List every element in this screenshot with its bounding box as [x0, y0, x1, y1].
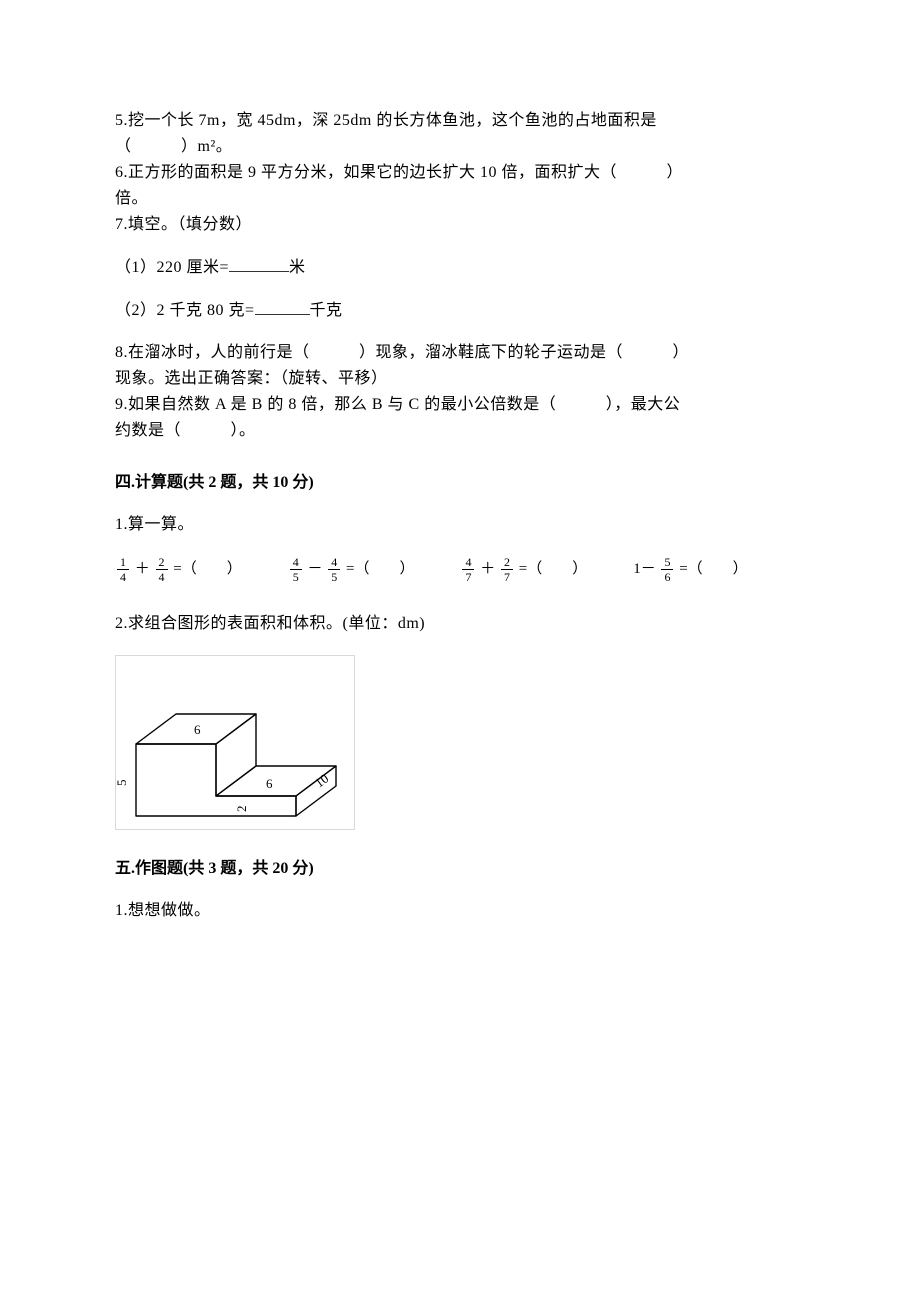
fraction: 45	[328, 556, 340, 583]
frac-den: 5	[290, 570, 302, 583]
q7-title: 7.填空。（填分数）	[115, 212, 805, 238]
calc-row: 14 ＋ 24 =（ ） 45 － 45 =（ ） 47 ＋ 27 =（ ） 1…	[115, 556, 805, 583]
frac-num: 4	[328, 556, 340, 570]
op: －	[307, 561, 322, 577]
frac-num: 2	[501, 556, 513, 570]
q9-line2: 约数是（ ）。	[115, 418, 805, 444]
q5-line1: 5.挖一个长 7m，宽 45dm，深 25dm 的长方体鱼池，这个鱼池的占地面积…	[115, 108, 805, 134]
frac-num: 1	[117, 556, 129, 570]
blank-input[interactable]	[229, 254, 289, 272]
frac-den: 6	[661, 570, 673, 583]
q7-p1-a: （1）220 厘米=	[115, 259, 229, 276]
label-6a: 6	[194, 722, 201, 737]
q8-line1: 8.在溜冰时，人的前行是（ ）现象，溜冰鞋底下的轮子运动是（ ）	[115, 340, 805, 366]
q7-p1-b: 米	[289, 259, 306, 276]
op: ＋	[135, 561, 150, 577]
q7-part2: （2）2 千克 80 克= 千克	[115, 297, 805, 324]
fraction: 14	[117, 556, 129, 583]
prefix: 1－	[633, 561, 659, 577]
frac-num: 2	[156, 556, 168, 570]
frac-den: 7	[462, 570, 474, 583]
q5-line2: （ ）m²。	[115, 134, 805, 160]
section4-title: 四.计算题(共 2 题，共 10 分)	[115, 468, 805, 492]
fraction: 27	[501, 556, 513, 583]
fraction: 47	[462, 556, 474, 583]
eq: =（ ）	[173, 561, 241, 577]
label-6b: 6	[266, 776, 273, 791]
frac-den: 4	[117, 570, 129, 583]
frac-num: 4	[462, 556, 474, 570]
eq: =（ ）	[519, 561, 587, 577]
fraction: 45	[290, 556, 302, 583]
q6-line2: 倍。	[115, 186, 805, 212]
q7-part1: （1）220 厘米= 米	[115, 254, 805, 281]
section5-title: 五.作图题(共 3 题，共 20 分)	[115, 854, 805, 878]
fraction: 56	[661, 556, 673, 583]
calc-item-4: 1－ 56 =（ ）	[633, 556, 747, 583]
section5-q1: 1.想想做做。	[115, 898, 805, 924]
q7-p2-b: 千克	[310, 302, 343, 319]
section4-q1: 1.算一算。	[115, 512, 805, 538]
op: ＋	[480, 561, 495, 577]
calc-item-2: 45 － 45 =（ ）	[288, 556, 415, 583]
frac-num: 4	[290, 556, 302, 570]
frac-den: 5	[328, 570, 340, 583]
label-5: 5	[116, 780, 129, 787]
calc-item-1: 14 ＋ 24 =（ ）	[115, 556, 242, 583]
blank-input[interactable]	[255, 297, 310, 315]
section4-q2: 2.求组合图形的表面积和体积。(单位：dm)	[115, 611, 805, 637]
calc-item-3: 47 ＋ 27 =（ ）	[460, 556, 587, 583]
label-2: 2	[234, 806, 249, 813]
eq: =（ ）	[679, 561, 747, 577]
composite-solid-figure: 6 6 2 5 10	[115, 655, 355, 830]
q8-line2: 现象。选出正确答案：（旋转、平移）	[115, 366, 805, 392]
fraction: 24	[156, 556, 168, 583]
frac-den: 4	[156, 570, 168, 583]
q6-line1: 6.正方形的面积是 9 平方分米，如果它的边长扩大 10 倍，面积扩大（ ）	[115, 160, 805, 186]
eq: =（ ）	[346, 561, 414, 577]
frac-den: 7	[501, 570, 513, 583]
q9-line1: 9.如果自然数 A 是 B 的 8 倍，那么 B 与 C 的最小公倍数是（ ），…	[115, 392, 805, 418]
frac-num: 5	[661, 556, 673, 570]
q7-p2-a: （2）2 千克 80 克=	[115, 302, 255, 319]
label-10: 10	[312, 771, 331, 791]
